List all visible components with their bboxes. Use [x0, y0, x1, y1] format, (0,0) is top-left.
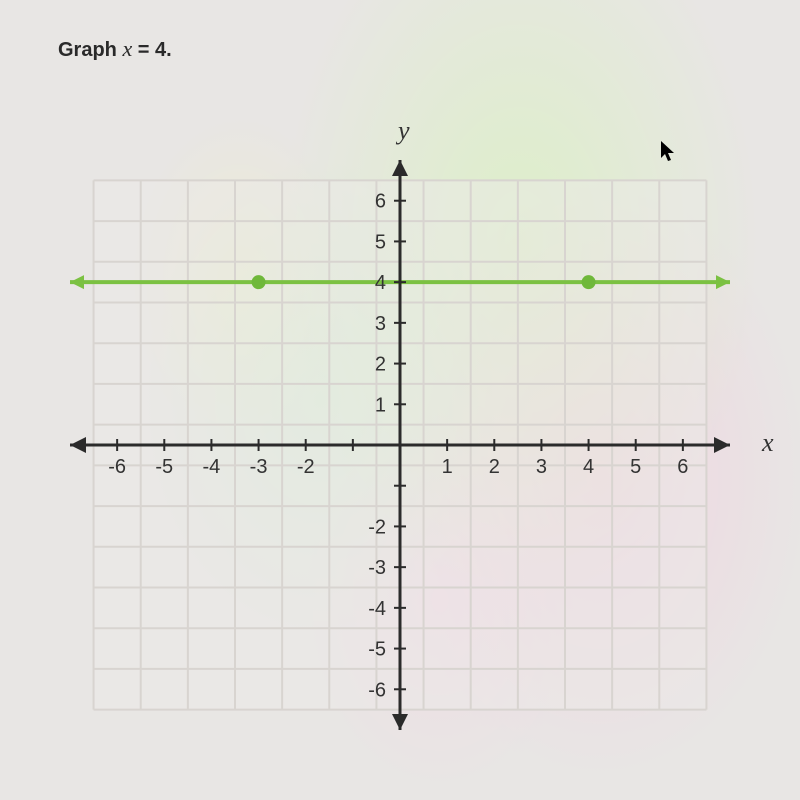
y-axis-label: y [398, 116, 410, 146]
title-prefix: Graph [58, 39, 122, 61]
y-tick-label: 1 [375, 394, 386, 416]
coordinate-graph[interactable]: -6 -5 -4 -3 -2 1 2 3 4 5 6 1 2 3 4 5 6 -2 -3 -4 -5 -6 [50, 110, 750, 750]
y-tick-label: -6 [368, 679, 386, 701]
y-tick-label: -3 [368, 557, 386, 579]
title-var: x [122, 36, 132, 61]
x-tick-label: -6 [108, 456, 126, 478]
plot-point[interactable] [252, 275, 266, 289]
title-eq: = 4. [132, 39, 171, 61]
y-tick-label: -4 [368, 598, 386, 620]
x-tick-label: -4 [203, 456, 221, 478]
x-tick-label: 6 [677, 456, 688, 478]
y-tick-label: 3 [375, 313, 386, 335]
y-tick-label: 4 [375, 272, 386, 294]
problem-title: Graph x = 4. [58, 36, 172, 62]
x-tick-label: -5 [155, 456, 173, 478]
y-tick-label: 6 [375, 191, 386, 213]
y-tick-label: 2 [375, 354, 386, 376]
y-tick-label: 5 [375, 231, 386, 253]
y-tick-label: -5 [368, 639, 386, 661]
x-tick-label: 2 [489, 456, 500, 478]
x-tick-label: 3 [536, 456, 547, 478]
x-tick-label: -2 [297, 456, 315, 478]
y-tick-label: -2 [368, 516, 386, 538]
x-tick-label: 1 [442, 456, 453, 478]
x-axis-label: x [762, 428, 774, 458]
x-tick-label: 5 [630, 456, 641, 478]
x-tick-label: -3 [250, 456, 268, 478]
x-tick-label: 4 [583, 456, 594, 478]
plot-point[interactable] [582, 275, 596, 289]
